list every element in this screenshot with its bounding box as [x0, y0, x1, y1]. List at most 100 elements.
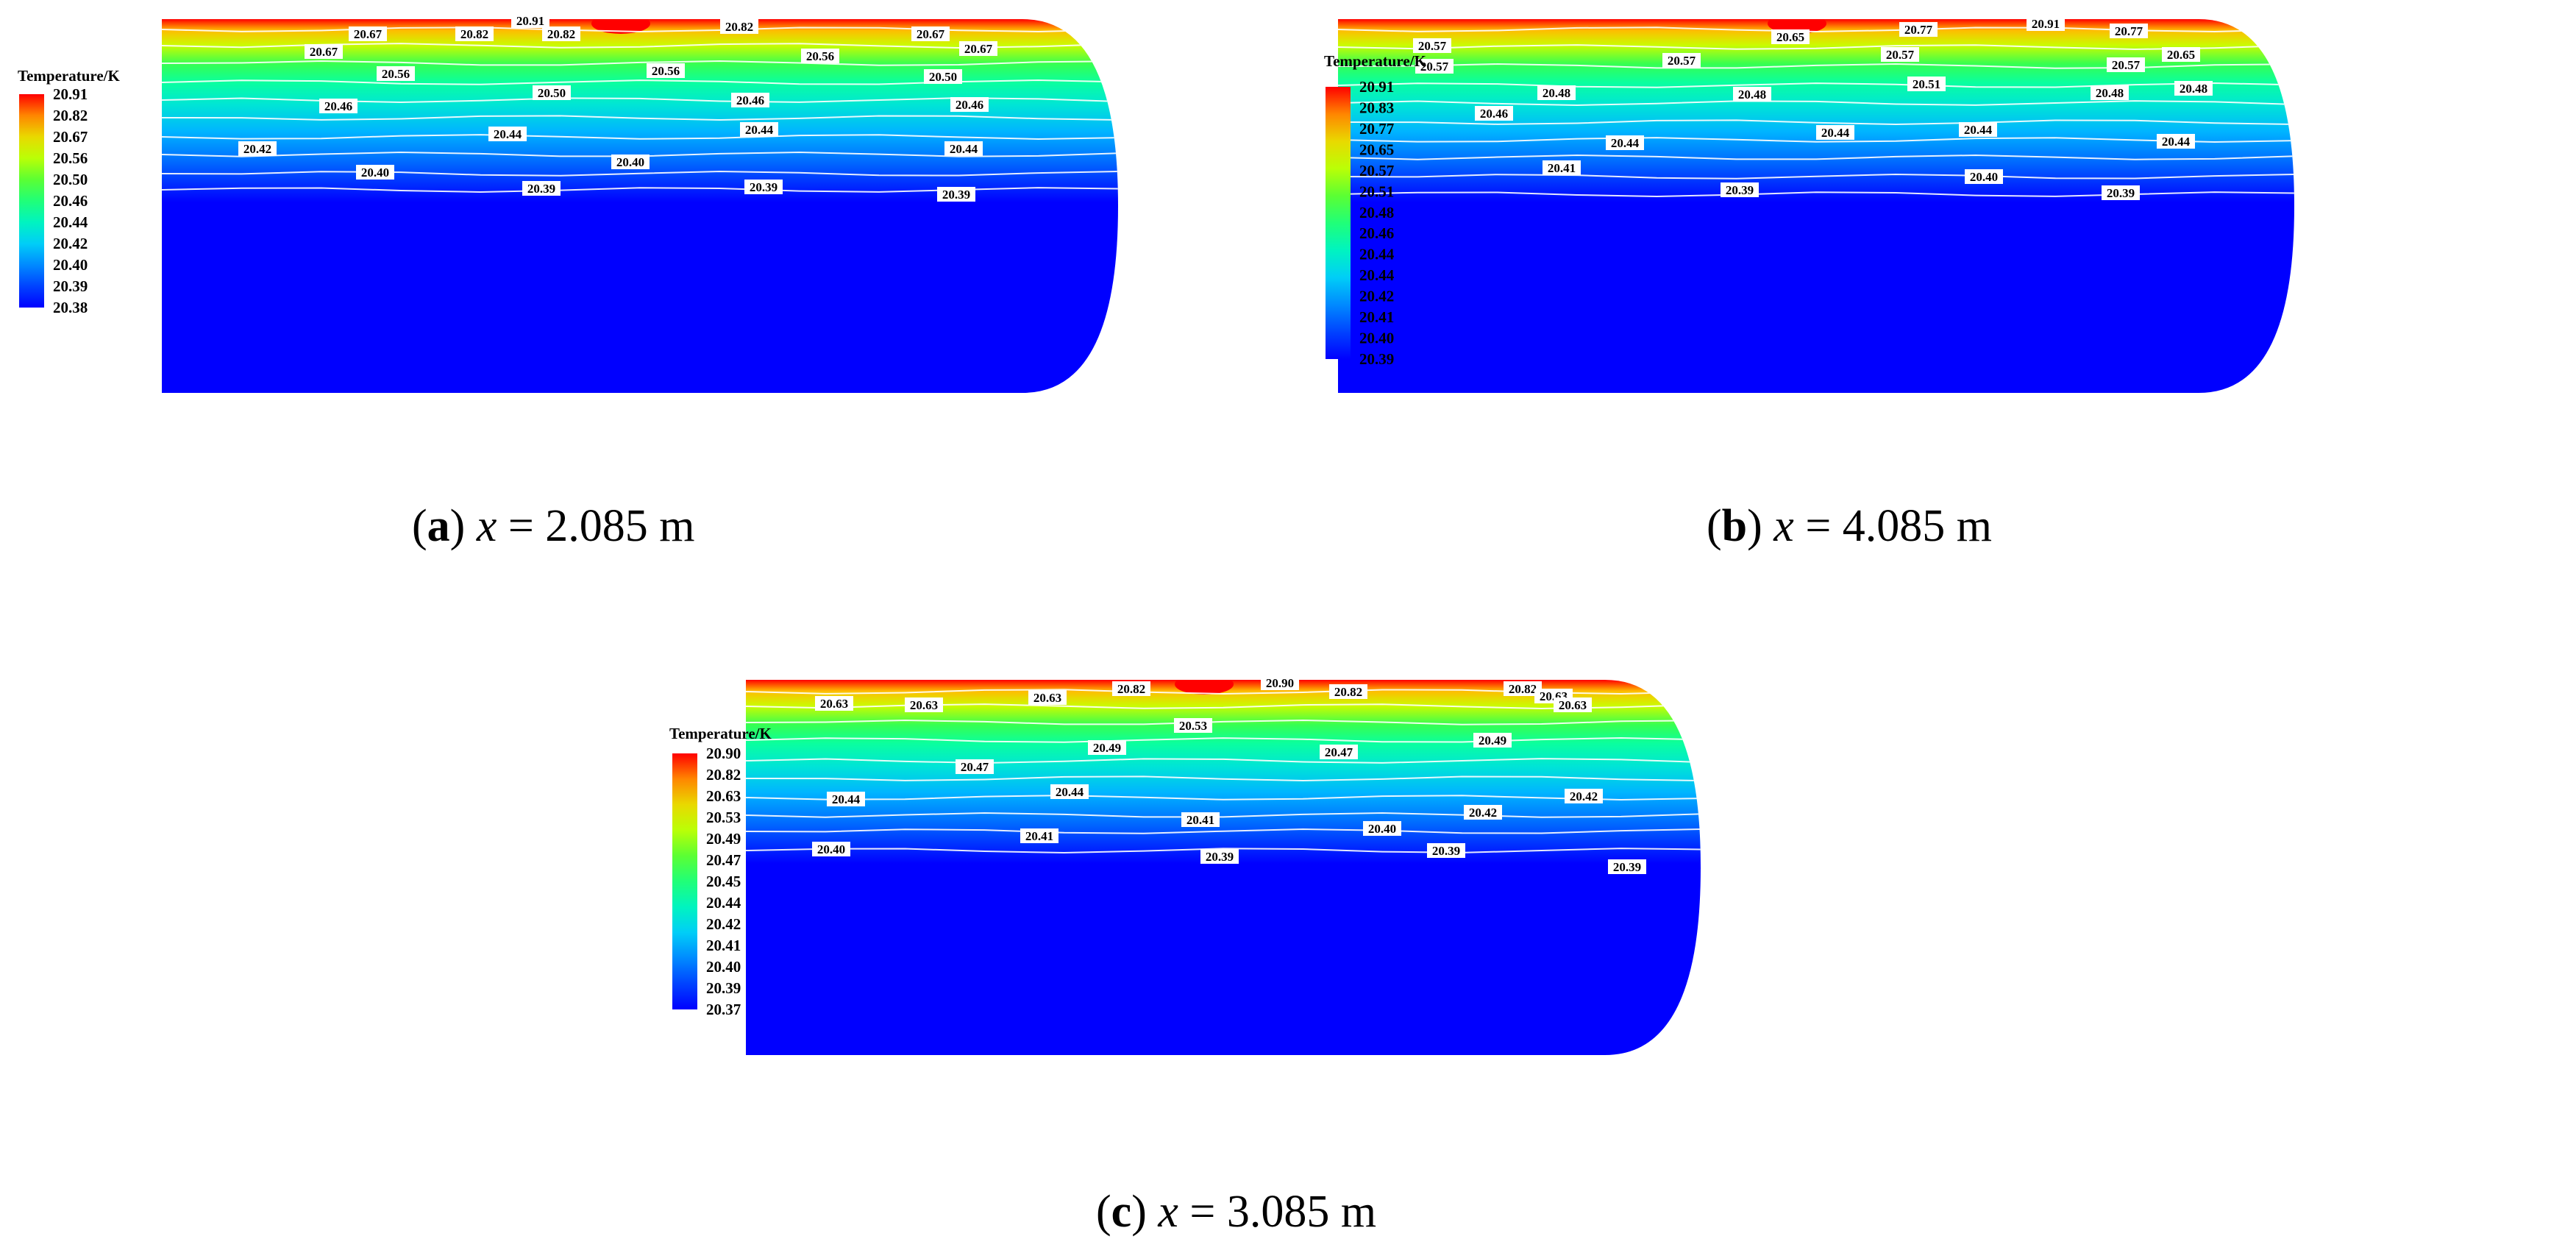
contour-line [746, 775, 1701, 782]
colorbar-tick-label: 20.53 [706, 809, 741, 826]
svg-text:20.77: 20.77 [1904, 23, 1933, 37]
svg-text:20.41: 20.41 [1025, 829, 1053, 843]
svg-text:20.57: 20.57 [1668, 54, 1696, 68]
svg-text:20.91: 20.91 [516, 14, 544, 28]
svg-text:20.56: 20.56 [652, 64, 680, 78]
svg-text:20.44: 20.44 [494, 127, 522, 141]
contour-label: 20.48 [1537, 85, 1576, 100]
svg-text:20.67: 20.67 [310, 45, 338, 59]
colorbar-tick-label: 20.65 [1359, 141, 1394, 158]
colorbar-tick-label: 20.49 [706, 830, 741, 848]
colorbar-tick-label: 20.57 [1359, 162, 1394, 180]
contour-label: 20.44 [1050, 784, 1089, 799]
contour-label: 20.57 [1881, 47, 1919, 62]
contour-label: 20.65 [1771, 29, 1810, 44]
contour-label: 20.57 [1415, 59, 1454, 74]
colorbar-tick-label: 20.38 [53, 299, 88, 316]
contour-label: 20.39 [522, 181, 561, 196]
contour-label: 20.53 [1174, 718, 1212, 733]
contour-line [162, 134, 1118, 141]
contour-label: 20.82 [455, 26, 494, 41]
svg-text:20.39: 20.39 [942, 188, 970, 202]
svg-text:20.39: 20.39 [1206, 850, 1234, 864]
svg-text:20.49: 20.49 [1479, 734, 1506, 748]
colorbar-tick-label: 20.41 [706, 937, 741, 954]
contour-label: 20.44 [1959, 122, 1997, 137]
contour-label: 20.47 [1320, 745, 1358, 759]
svg-text:20.44: 20.44 [1821, 126, 1850, 140]
tank-temperature-field [162, 19, 1118, 393]
contour-label: 20.57 [2107, 57, 2145, 72]
contour-label: 20.39 [2102, 185, 2140, 200]
panel-b: 20.91 20.77 20.77 20.65 20.65 20.57 20.57 20.57… [1287, 0, 2576, 589]
contour-label: 20.40 [1965, 169, 2003, 184]
svg-text:20.67: 20.67 [354, 27, 383, 41]
contour-label: 20.56 [377, 66, 415, 81]
contour-label: 20.67 [911, 26, 950, 41]
svg-text:20.82: 20.82 [1117, 682, 1145, 696]
contour-label: 20.90 [1261, 675, 1299, 690]
colorbar-title: Temperature/K [1324, 52, 1426, 70]
contour-label: 20.67 [349, 26, 387, 41]
svg-text:20.47: 20.47 [961, 760, 989, 774]
colorbar-tick-label: 20.40 [706, 958, 741, 976]
contour-label: 20.44 [488, 127, 527, 141]
contour-line [1338, 137, 2294, 143]
svg-text:20.57: 20.57 [1886, 48, 1915, 62]
svg-text:20.39: 20.39 [750, 180, 778, 194]
panel-a: 20.91 20.82 20.82 20.82 20.67 20.67 20.67 20.67… [0, 0, 1287, 589]
contour-label: 20.56 [801, 49, 839, 63]
colorbar-tick-label: 20.91 [53, 85, 88, 103]
colorbar-tick-label: 20.90 [706, 745, 741, 762]
contour-label: 20.91 [2027, 16, 2065, 31]
contour-label: 20.77 [2110, 24, 2148, 38]
svg-text:20.63: 20.63 [1033, 691, 1061, 705]
contour-label: 20.50 [533, 85, 571, 100]
contour-line [746, 719, 1701, 725]
svg-text:20.46: 20.46 [1480, 107, 1508, 121]
svg-text:20.82: 20.82 [1334, 685, 1362, 699]
colorbar-tick-label: 20.67 [53, 128, 88, 146]
svg-text:20.53: 20.53 [1179, 719, 1207, 733]
contour-label: 20.48 [1733, 87, 1771, 102]
svg-text:20.47: 20.47 [1325, 745, 1353, 759]
svg-text:20.44: 20.44 [745, 123, 774, 137]
colorbar-tick-label: 20.46 [1359, 224, 1394, 242]
colorbar-tick-label: 20.44 [1359, 266, 1395, 284]
colorbar [672, 753, 697, 1009]
contour-label: 20.48 [2091, 85, 2129, 100]
colorbar-tick-label: 20.42 [706, 915, 741, 933]
colorbar-title: Temperature/K [669, 725, 772, 742]
svg-text:20.56: 20.56 [382, 67, 410, 81]
svg-text:20.39: 20.39 [527, 182, 555, 196]
svg-text:20.42: 20.42 [1469, 806, 1497, 820]
colorbar-title: Temperature/K [18, 67, 120, 85]
svg-text:20.48: 20.48 [1738, 88, 1766, 102]
colorbar [1326, 87, 1351, 359]
contour-label: 20.42 [238, 141, 277, 156]
contour-label: 20.44 [2157, 134, 2195, 149]
contour-label: 20.65 [2162, 47, 2200, 62]
contour-label: 20.39 [744, 180, 783, 194]
contour-label: 20.67 [305, 44, 343, 59]
svg-text:20.63: 20.63 [910, 698, 938, 712]
colorbar-tick-label: 20.44 [1359, 246, 1395, 263]
svg-text:20.44: 20.44 [1056, 785, 1084, 799]
contour-label: 20.39 [1427, 843, 1465, 858]
svg-text:20.57: 20.57 [1420, 60, 1449, 74]
contour-label: 20.41 [1181, 812, 1220, 827]
colorbar-tick-label: 20.51 [1359, 182, 1394, 200]
tank-temperature-field [1338, 19, 2294, 393]
colorbar-tick-label: 20.40 [1359, 330, 1394, 347]
colorbar-tick-label: 20.44 [53, 213, 88, 231]
colorbar-tick-label: 20.45 [706, 873, 741, 890]
svg-text:20.67: 20.67 [917, 27, 945, 41]
contour-line [1338, 119, 2294, 126]
colorbar-tick-label: 20.41 [1359, 308, 1394, 326]
contour-label: 20.39 [937, 187, 975, 202]
contour-label: 20.46 [950, 97, 989, 112]
hot-spot [1175, 680, 1234, 695]
contour-line [746, 736, 1701, 743]
contour-label: 20.67 [959, 41, 997, 56]
